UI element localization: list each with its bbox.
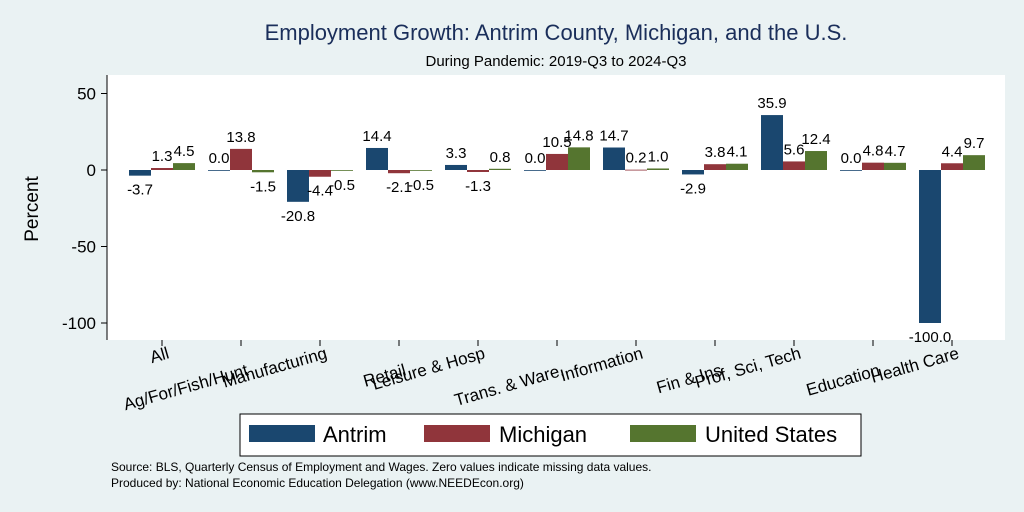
produced-by-note: Produced by: National Economic Education… <box>111 476 524 490</box>
bar-antrim-all <box>129 170 151 176</box>
data-label-antrim-information: 14.7 <box>599 128 628 145</box>
data-label-united-states-leisure-hosp: 0.8 <box>490 149 511 166</box>
data-label-united-states-prof-sci-tech: 12.4 <box>801 131 830 148</box>
bar-united-states-manufacturing <box>331 170 353 171</box>
bar-michigan-information <box>625 169 647 171</box>
bar-michigan-fin-ins <box>704 164 726 170</box>
bar-united-states-education <box>884 162 906 170</box>
data-label-antrim-education: 0.0 <box>841 150 862 167</box>
data-label-michigan-health-care: 4.4 <box>942 143 963 160</box>
x-tick-label-all: All <box>148 344 171 367</box>
chart-subtitle: During Pandemic: 2019-Q3 to 2024-Q3 <box>426 53 687 70</box>
data-label-michigan-information: 0.2 <box>626 150 647 167</box>
x-tick-label-trans-ware: Trans. & Ware. <box>452 361 566 410</box>
y-tick-label: -50 <box>71 238 96 257</box>
chart-title: Employment Growth: Antrim County, Michig… <box>265 20 848 45</box>
bar-united-states-leisure-hosp <box>489 168 511 170</box>
bar-antrim-leisure-hosp <box>445 164 467 170</box>
bar-antrim-information <box>603 147 625 170</box>
data-label-united-states-information: 1.0 <box>648 148 669 165</box>
data-label-antrim-manufacturing: -20.8 <box>281 208 315 225</box>
data-label-antrim-retail: 14.4 <box>362 128 391 145</box>
data-label-antrim-prof-sci-tech: 35.9 <box>757 95 786 112</box>
data-label-antrim-fin-ins: -2.9 <box>680 180 706 197</box>
x-tick-label-health-care: Health Care <box>869 344 961 387</box>
bar-united-states-trans-ware <box>568 147 590 170</box>
bar-antrim-retail <box>366 147 388 170</box>
bar-michigan-education <box>862 162 884 170</box>
legend-label-united-states: United States <box>705 422 837 447</box>
data-label-united-states-fin-ins: 4.1 <box>727 144 748 161</box>
data-label-michigan-fin-ins: 3.8 <box>705 144 726 161</box>
data-label-michigan-retail: -2.1 <box>386 179 412 196</box>
legend-swatch-united-states <box>630 425 696 442</box>
data-label-united-states-retail: -0.5 <box>408 177 434 194</box>
y-tick-label: 0 <box>87 161 96 180</box>
data-label-antrim-ag-for-fish-hunt: 0.0 <box>209 150 230 167</box>
data-label-michigan-prof-sci-tech: 5.6 <box>784 141 805 158</box>
data-label-antrim-all: -3.7 <box>127 182 153 199</box>
y-tick-label: -100 <box>62 314 96 333</box>
x-tick-label-education: Education <box>804 361 882 400</box>
data-label-michigan-leisure-hosp: -1.3 <box>465 178 491 195</box>
data-label-michigan-manufacturing: -4.4 <box>307 183 333 200</box>
data-label-antrim-health-care: -100.0 <box>909 329 952 346</box>
bar-michigan-all <box>151 168 173 170</box>
bar-antrim-health-care <box>919 170 941 323</box>
legend-label-antrim: Antrim <box>323 422 387 447</box>
data-label-united-states-education: 4.7 <box>885 143 906 160</box>
data-label-michigan-ag-for-fish-hunt: 13.8 <box>226 129 255 146</box>
data-label-antrim-trans-ware: 0.0 <box>525 150 546 167</box>
x-tick-label-information: Information <box>558 344 645 386</box>
bar-michigan-ag-for-fish-hunt <box>230 148 252 170</box>
bar-michigan-prof-sci-tech <box>783 161 805 170</box>
bar-united-states-information <box>647 168 669 170</box>
data-labels: -3.7 0.0 -20.8 14.4 3.3 0.0 14.7 -2.9 35.9 0.0 -10… <box>127 95 984 346</box>
bar-antrim-ag-for-fish-hunt <box>208 170 230 171</box>
bar-michigan-leisure-hosp <box>467 170 489 172</box>
bar-united-states-all <box>173 163 195 170</box>
data-label-michigan-all: 1.3 <box>152 148 173 165</box>
legend-swatch-antrim <box>249 425 315 442</box>
y-axis-label: Percent <box>22 176 43 242</box>
bar-united-states-retail <box>410 170 432 171</box>
data-label-united-states-trans-ware: 14.8 <box>564 127 593 144</box>
bar-antrim-trans-ware <box>524 170 546 171</box>
bar-michigan-retail <box>388 170 410 174</box>
bar-united-states-fin-ins <box>726 163 748 170</box>
data-label-michigan-trans-ware: 10.5 <box>542 134 571 151</box>
plot-area <box>107 75 1005 340</box>
source-note: Source: BLS, Quarterly Census of Employm… <box>111 460 651 474</box>
bar-united-states-health-care <box>963 155 985 170</box>
data-label-united-states-ag-for-fish-hunt: -1.5 <box>250 178 276 195</box>
bars <box>129 115 985 323</box>
data-label-united-states-all: 4.5 <box>174 143 195 160</box>
data-label-united-states-health-care: 9.7 <box>964 135 985 152</box>
y-tick-label: 50 <box>77 85 96 104</box>
bar-michigan-health-care <box>941 163 963 170</box>
bar-antrim-prof-sci-tech <box>761 115 783 170</box>
bar-antrim-fin-ins <box>682 170 704 175</box>
bar-antrim-manufacturing <box>287 170 309 202</box>
legend-box <box>239 413 862 457</box>
legend-label-michigan: Michigan <box>499 422 587 447</box>
bar-antrim-education <box>840 170 862 171</box>
bar-united-states-prof-sci-tech <box>805 151 827 170</box>
data-label-united-states-manufacturing: -0.5 <box>329 177 355 194</box>
legend-swatch-michigan <box>424 425 490 442</box>
bar-michigan-trans-ware <box>546 153 568 170</box>
legend: Antrim Michigan United States <box>239 413 862 457</box>
y-ticks: 50 0 -50 -100 <box>62 85 107 333</box>
bar-michigan-manufacturing <box>309 170 331 177</box>
data-label-antrim-leisure-hosp: 3.3 <box>446 145 467 162</box>
data-label-michigan-education: 4.8 <box>863 143 884 160</box>
bar-united-states-ag-for-fish-hunt <box>252 170 274 173</box>
